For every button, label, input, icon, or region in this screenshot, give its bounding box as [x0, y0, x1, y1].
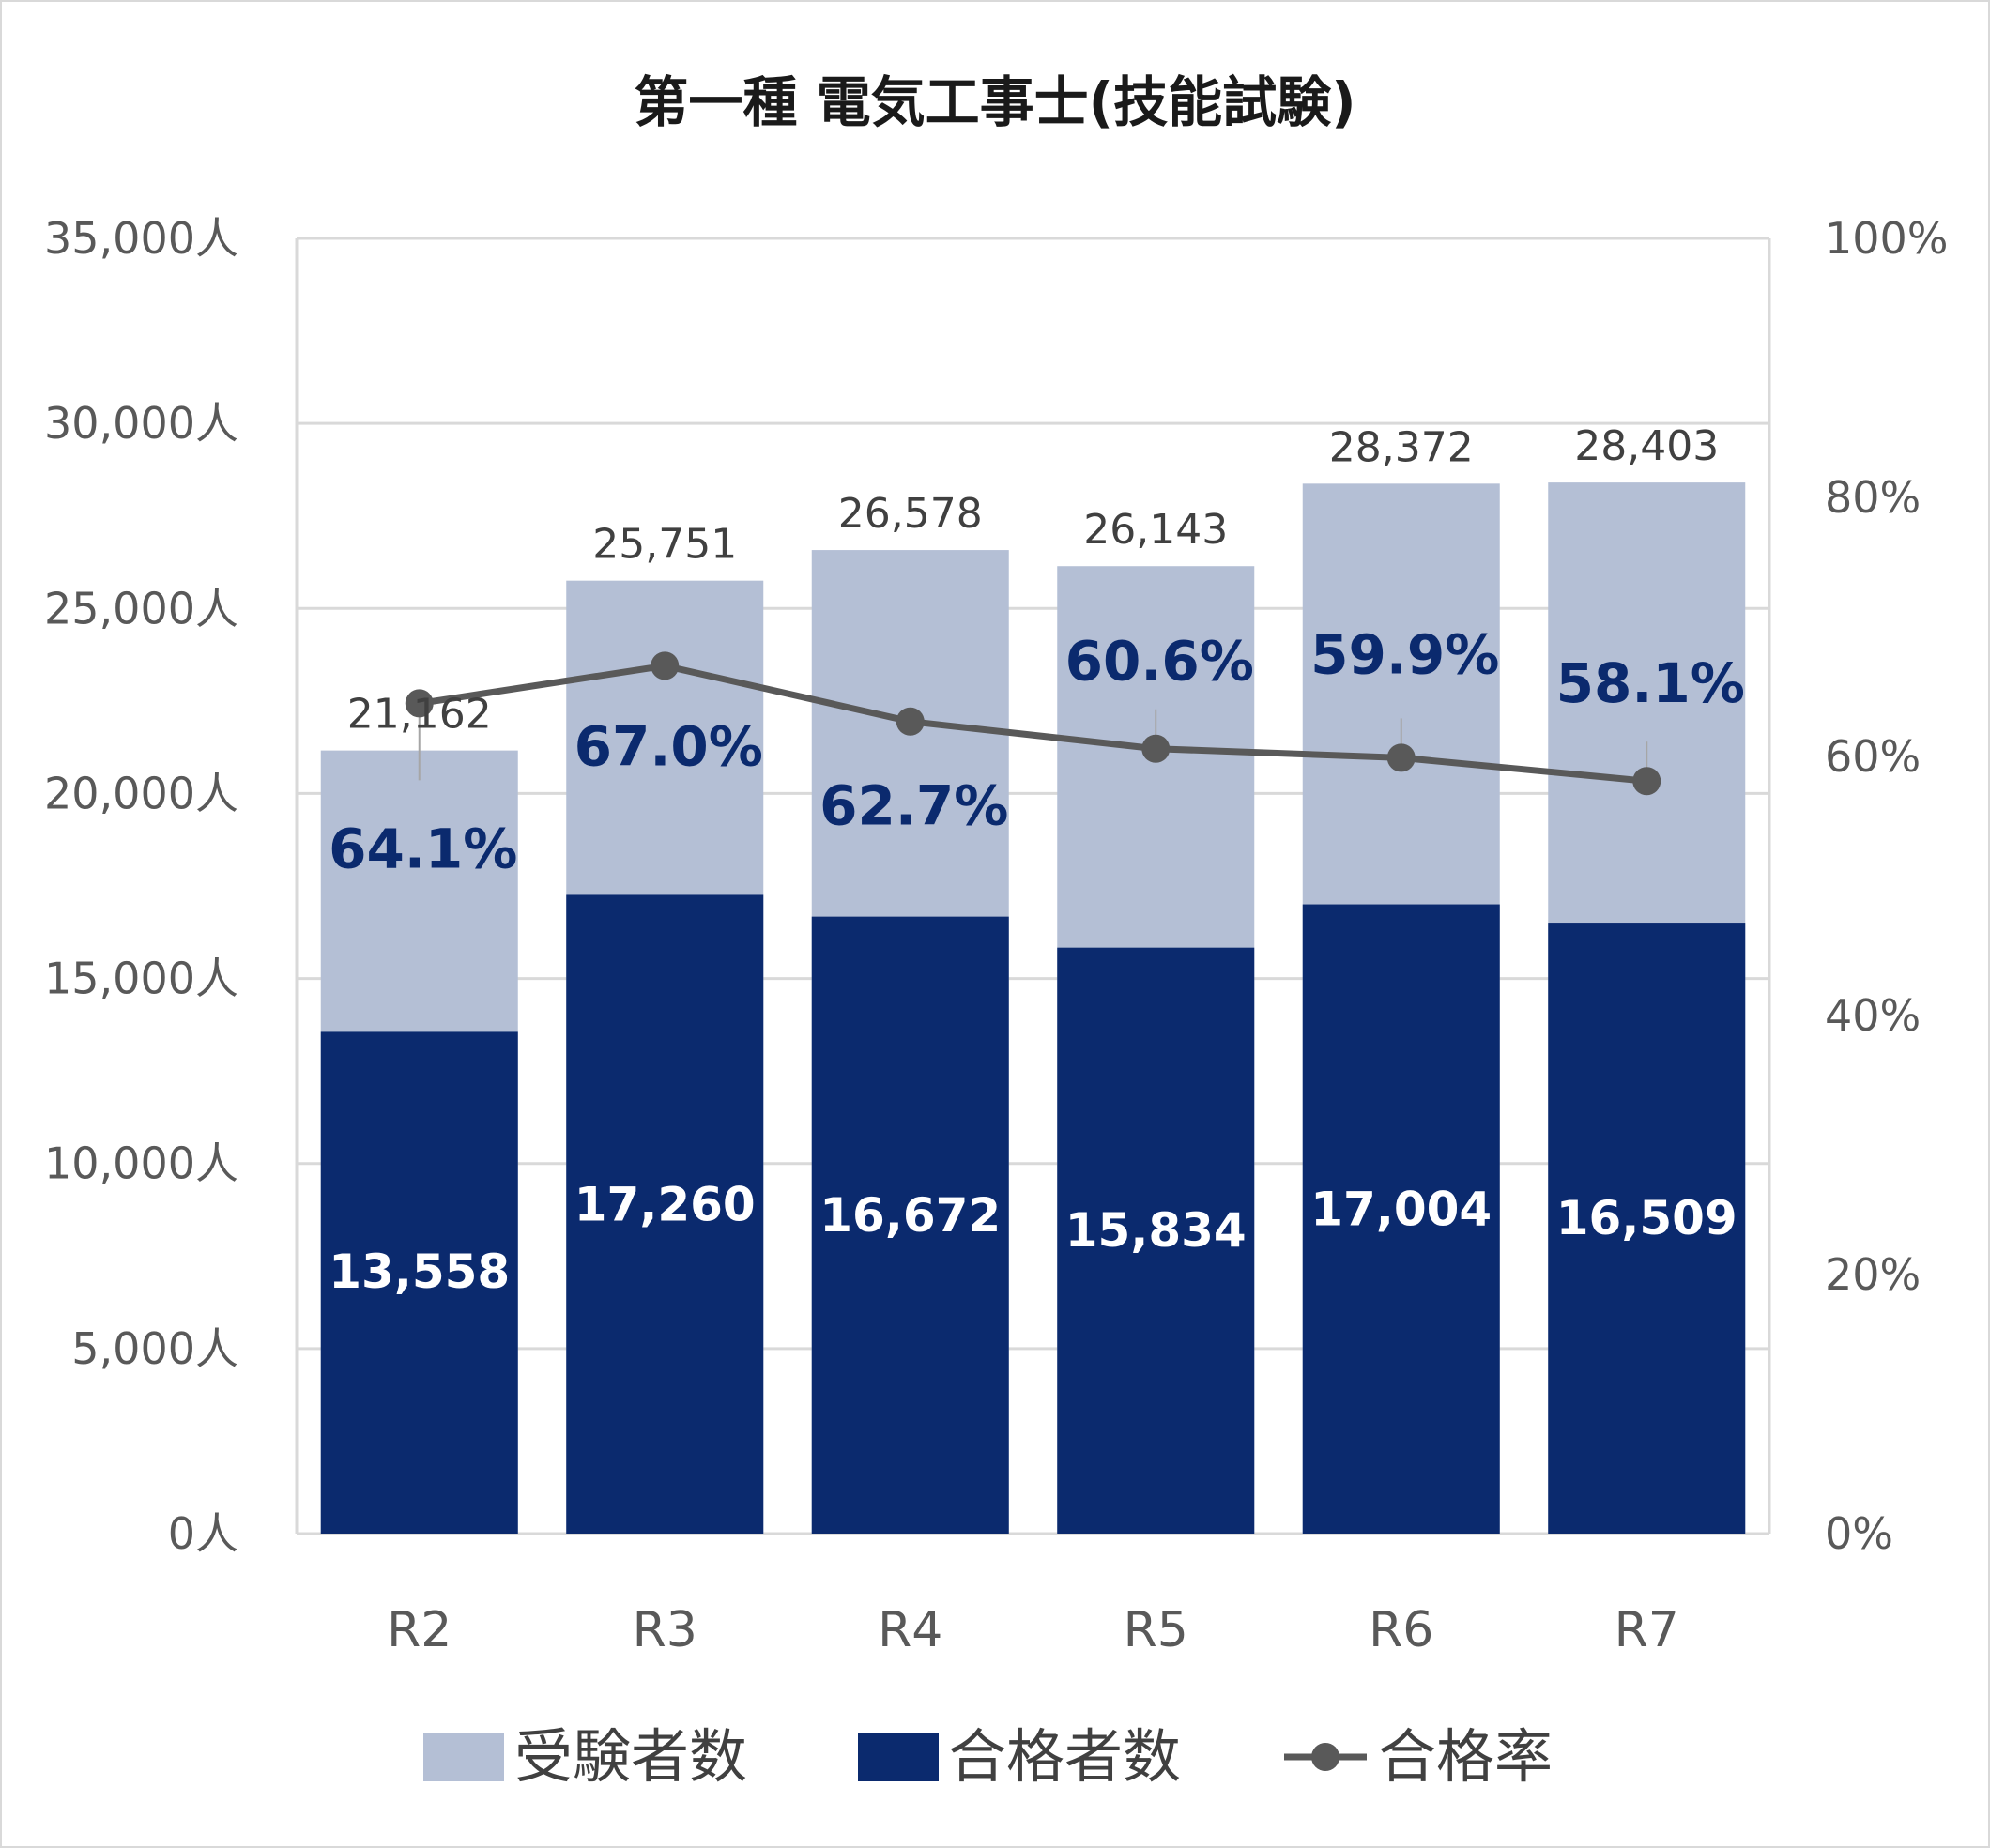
rate-data-label: 62.7%: [819, 774, 1008, 838]
examinees-data-label: 28,403: [1574, 422, 1719, 470]
x-tick-label: R4: [878, 1602, 942, 1658]
rate-line-group: [405, 651, 1661, 796]
y-right-tick-label: 0%: [1825, 1508, 1893, 1559]
passers-data-label: 16,509: [1556, 1191, 1737, 1245]
rate-marker: [651, 651, 680, 680]
legend-label-examinees: 受験者数: [514, 1722, 747, 1791]
examinees-data-label: 28,372: [1329, 423, 1474, 471]
legend: 受験者数 合格者数 合格率: [423, 1722, 1553, 1791]
y-right-tick-label: 40%: [1825, 990, 1921, 1041]
rate-marker: [1632, 767, 1661, 796]
rate-data-label: 64.1%: [329, 817, 517, 880]
rate-marker: [1141, 734, 1171, 763]
passers-bar: [566, 894, 764, 1534]
examinees-data-label: 21,162: [347, 691, 492, 739]
y-right-tick-label: 20%: [1825, 1249, 1921, 1300]
x-tick-label: R5: [1124, 1602, 1188, 1658]
legend-swatch-passers: [858, 1733, 939, 1781]
passers-bar: [320, 1031, 518, 1534]
passers-data-label: 13,558: [329, 1245, 510, 1299]
data-label-group: 21,162 13,558 64.1% 25,751 17,260 67.0% 26,578…: [329, 422, 1745, 1299]
rate-data-label: 60.6%: [1065, 630, 1254, 694]
legend-marker-rate: [1311, 1743, 1339, 1771]
x-tick-label: R3: [633, 1602, 697, 1658]
passers-bar: [1057, 947, 1255, 1534]
y-left-tick-label: 20,000人: [44, 768, 238, 818]
y-left-tick-label: 0人: [168, 1508, 238, 1559]
passers-data-label: 16,672: [819, 1188, 1001, 1243]
rate-data-label: 59.9%: [1310, 622, 1499, 686]
gridlines: [295, 237, 1771, 1535]
y-left-tick-label: 30,000人: [44, 398, 238, 449]
passers-data-label: 17,004: [1310, 1182, 1492, 1236]
chart-title: 第一種 電気工事士(技能試験): [634, 70, 1355, 134]
passers-bar: [811, 916, 1009, 1534]
y-left-tick-label: 35,000人: [44, 213, 238, 264]
bar-group: [320, 482, 1746, 1535]
x-tick-label: R6: [1369, 1602, 1433, 1658]
passers-data-label: 17,260: [574, 1178, 756, 1232]
legend-label-passers: 合格者数: [948, 1722, 1181, 1791]
axis-group: 0人 5,000人 10,000人 15,000人 20,000人 25,000人 30,0…: [44, 213, 1948, 1658]
examinees-data-label: 26,143: [1083, 506, 1228, 554]
passers-bar: [1302, 904, 1500, 1534]
y-left-tick-label: 25,000人: [44, 583, 238, 634]
rate-marker: [896, 707, 925, 736]
rate-line: [419, 662, 1647, 785]
examinees-data-label: 25,751: [592, 521, 737, 569]
y-right-tick-label: 100%: [1825, 213, 1949, 264]
examinees-data-label: 26,578: [838, 490, 983, 538]
x-tick-label: R2: [387, 1602, 452, 1658]
legend-label-rate: 合格率: [1378, 1722, 1553, 1791]
x-tick-label: R7: [1615, 1602, 1679, 1658]
rate-marker: [405, 689, 434, 718]
passers-bar: [1548, 923, 1746, 1534]
y-left-tick-label: 10,000人: [44, 1138, 238, 1189]
y-left-tick-label: 15,000人: [44, 954, 238, 1004]
y-left-tick-label: 5,000人: [71, 1323, 238, 1374]
rate-data-label: 58.1%: [1556, 651, 1745, 715]
legend-swatch-examinees: [423, 1733, 504, 1781]
y-right-tick-label: 60%: [1825, 731, 1921, 782]
rate-marker: [1386, 743, 1416, 772]
rate-data-label: 67.0%: [574, 714, 763, 778]
passers-data-label: 15,834: [1065, 1203, 1247, 1258]
y-right-tick-label: 80%: [1825, 472, 1921, 523]
